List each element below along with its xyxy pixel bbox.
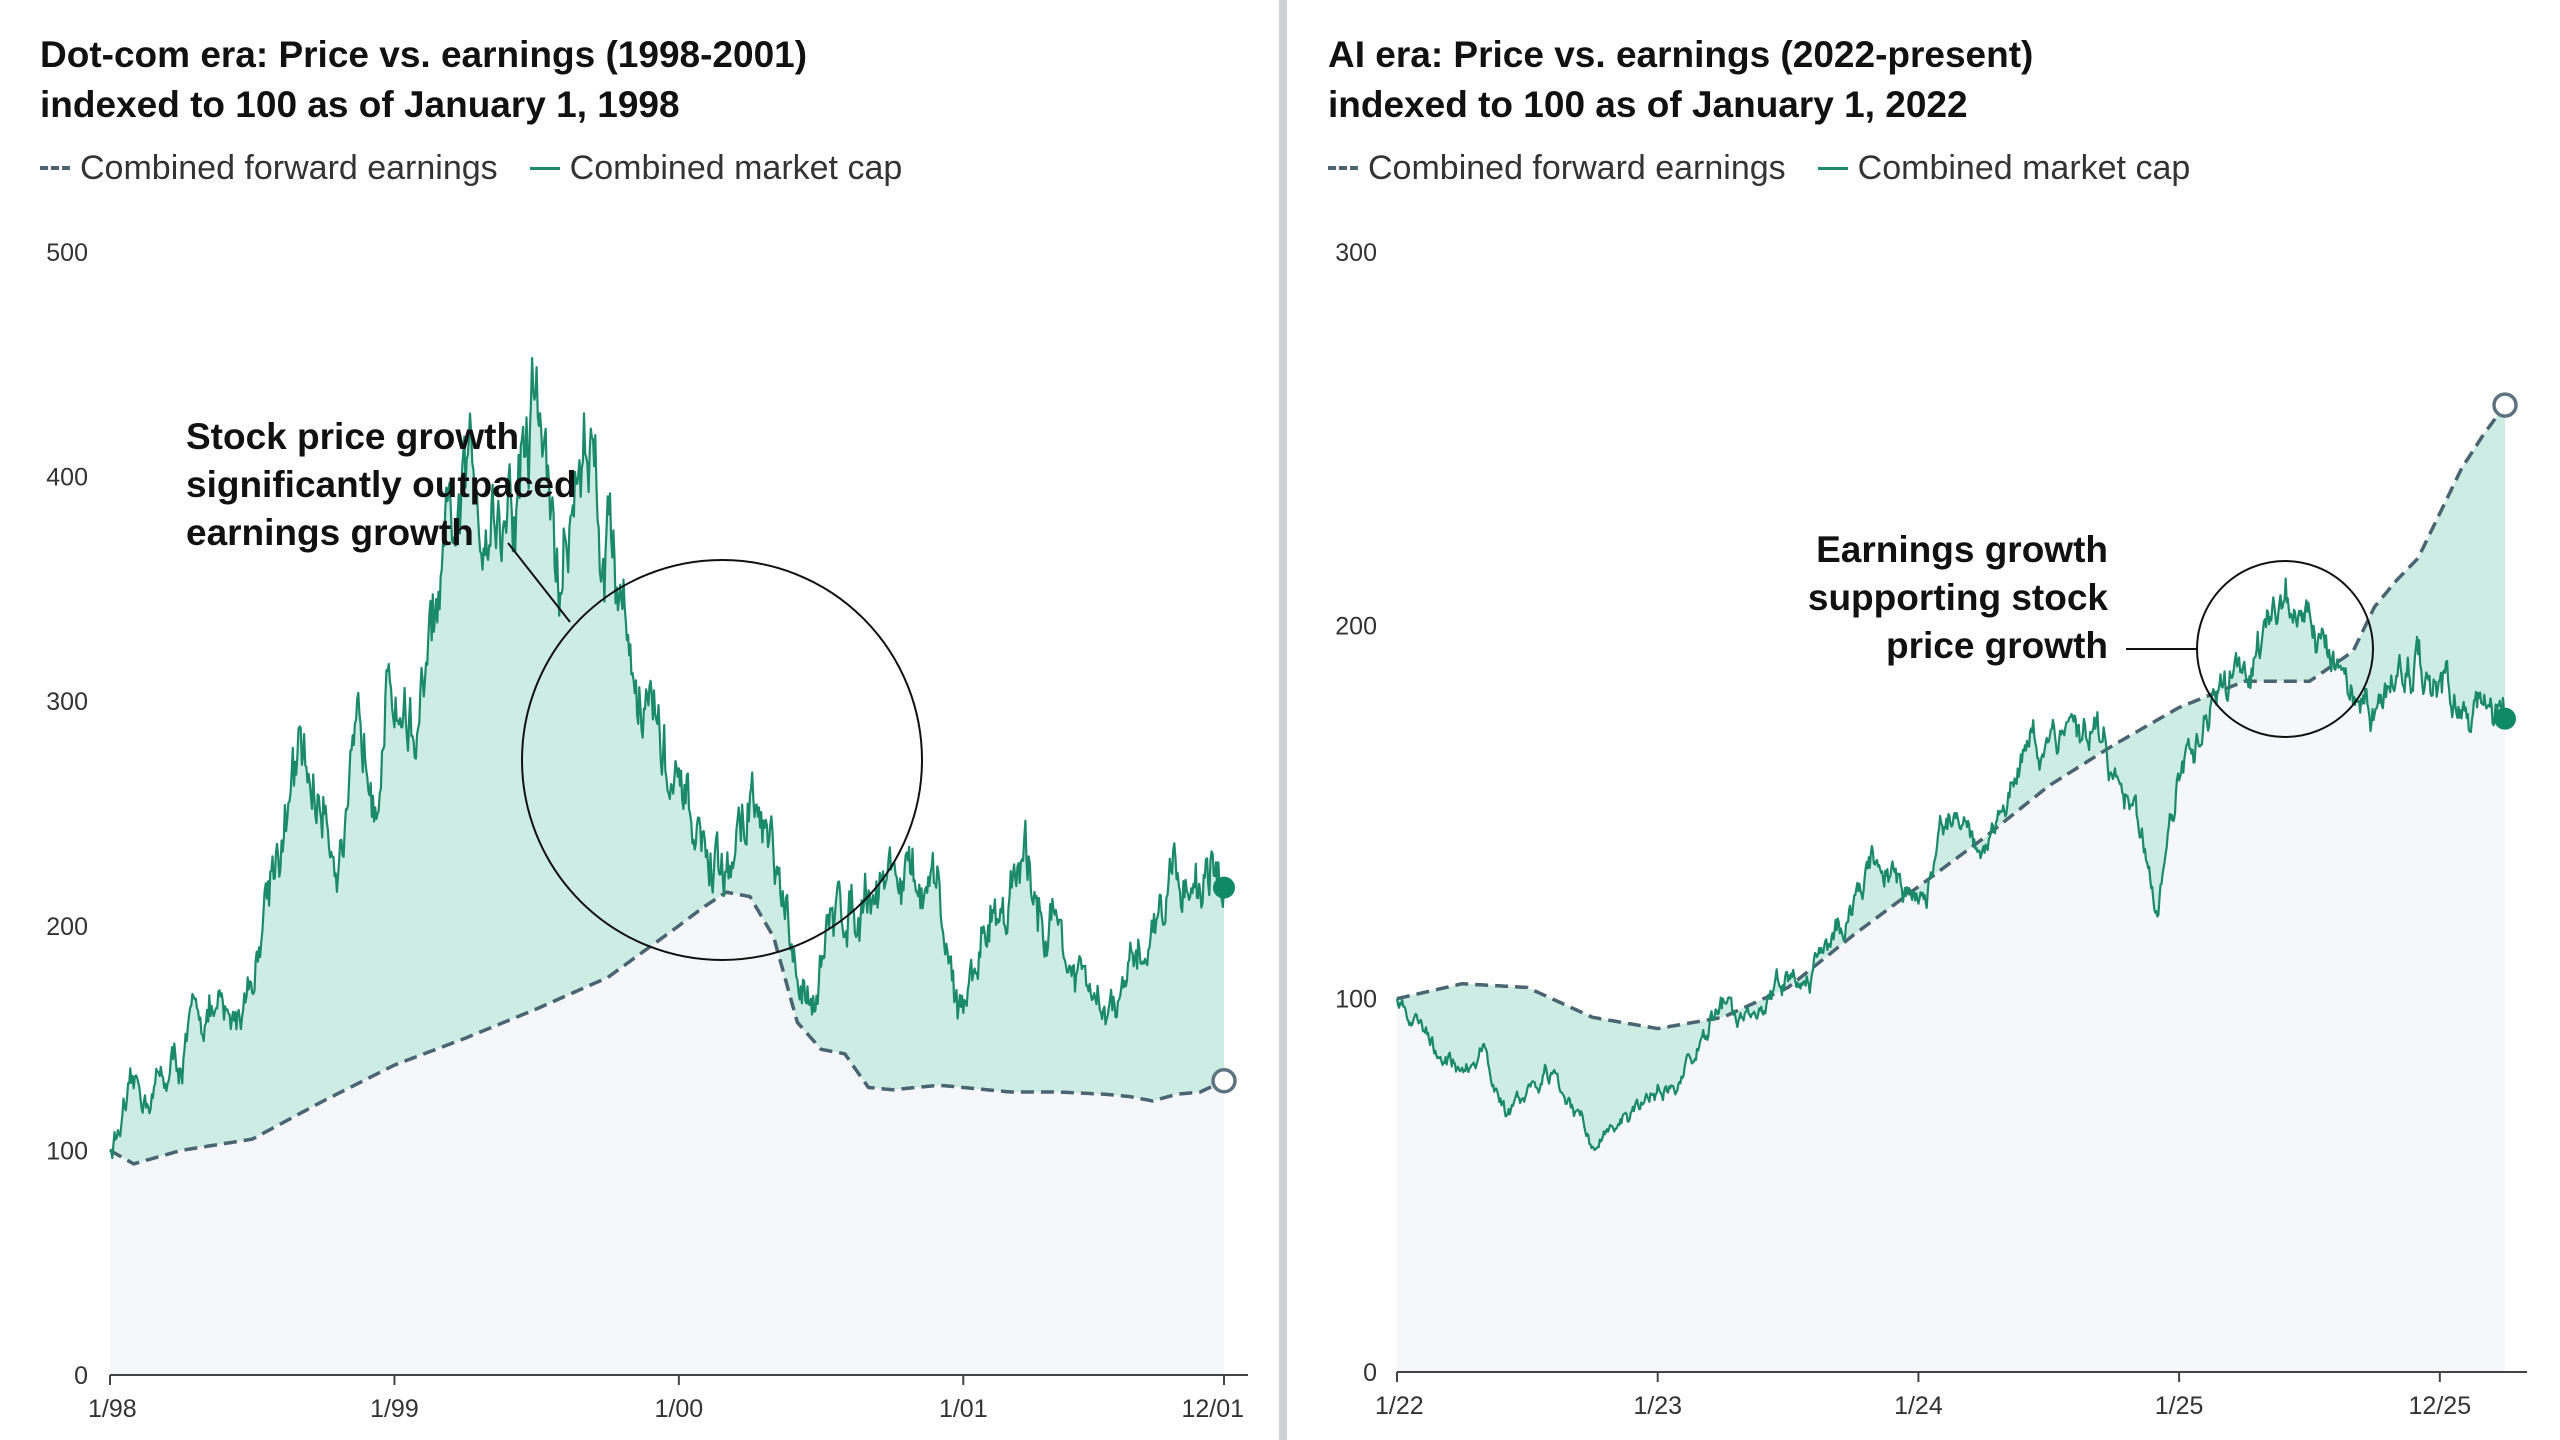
- x-tick-label: 1/23: [1633, 1392, 1682, 1420]
- market-cap-end-marker: [2494, 707, 2516, 730]
- gap-area: [1397, 405, 2505, 1151]
- annotation-circle: [521, 559, 923, 961]
- y-tick-label: 100: [1335, 986, 1377, 1014]
- gap-area: [110, 358, 1224, 1164]
- chart-title-line1: AI era: Price vs. earnings (2022-present…: [1328, 34, 2034, 75]
- earnings-series-line: [1396, 404, 2507, 1031]
- market-cap-end-marker: [1213, 876, 1235, 899]
- dotcom-chart: 0 100 200 300 400 500 1/98 1/99 1/00 1/01 12/01 Sto…: [46, 239, 1248, 1423]
- market-cap-series-line: [1395, 577, 2507, 1152]
- chart-title: AI era: Price vs. earnings (2022-present…: [1328, 30, 2528, 130]
- x-tick-label: 12/01: [1181, 1395, 1244, 1423]
- legend-item-market-cap: Combined market cap: [529, 148, 903, 188]
- annotation-text: significantly outpaced: [186, 464, 577, 505]
- earnings-end-marker: [2492, 392, 2518, 418]
- solid-line-swatch-icon: [529, 166, 560, 170]
- legend-label-earnings: Combined forward earnings: [1368, 148, 1786, 187]
- y-tick-label: 200: [1335, 612, 1377, 640]
- legend-label-earnings: Combined forward earnings: [80, 148, 498, 187]
- legend-label-market-cap: Combined market cap: [569, 148, 903, 187]
- y-tick-label: 100: [46, 1137, 88, 1165]
- y-tick-label: 0: [74, 1362, 88, 1390]
- legend-item-earnings: Combined forward earnings: [1328, 149, 1786, 188]
- solid-line-swatch-icon: [1817, 166, 1848, 170]
- annotation-text: price growth: [1886, 625, 2108, 666]
- x-tick-label: 1/99: [370, 1395, 419, 1423]
- y-tick-label: 300: [46, 688, 88, 716]
- earnings-base-area: [110, 892, 1224, 1375]
- annotation-text: earnings growth: [186, 512, 474, 553]
- dashed-line-swatch-icon: [40, 166, 70, 170]
- ai-panel: AI era: Price vs. earnings (2022-present…: [1287, 0, 2560, 1440]
- earnings-end-marker: [1211, 1068, 1237, 1094]
- x-tick-label: 1/22: [1375, 1392, 1424, 1420]
- panel-divider: [1279, 0, 1287, 1440]
- legend-item-market-cap: Combined market cap: [1817, 148, 2191, 188]
- chart-legend: Combined forward earnings Combined marke…: [1328, 146, 2222, 190]
- legend-item-earnings: Combined forward earnings: [40, 149, 498, 188]
- ai-chart: 0 100 200 300 1/22 1/23 1/24 1/25 12/25 Earnings …: [1335, 239, 2527, 1420]
- legend-label-market-cap: Combined market cap: [1857, 148, 2191, 187]
- x-tick-label: 1/01: [939, 1395, 988, 1423]
- x-tick-label: 1/25: [2155, 1392, 2204, 1420]
- x-tick-label: 12/25: [2409, 1392, 2472, 1420]
- chart-legend: Combined forward earnings Combined marke…: [40, 146, 934, 190]
- chart-title: Dot-com era: Price vs. earnings (1998-20…: [40, 30, 1240, 130]
- annotation-text: supporting stock: [1808, 577, 2109, 618]
- y-tick-label: 300: [1335, 239, 1377, 267]
- annotation-text: Earnings growth: [1816, 529, 2108, 570]
- chart-subtitle: indexed to 100 as of January 1, 1998: [40, 84, 680, 125]
- y-tick-label: 400: [46, 464, 88, 492]
- x-tick-label: 1/00: [655, 1395, 704, 1423]
- x-tick-label: 1/24: [1894, 1392, 1943, 1420]
- y-tick-label: 0: [1363, 1359, 1377, 1387]
- y-tick-label: 500: [46, 239, 88, 267]
- earnings-base-area: [1397, 405, 2505, 1373]
- y-tick-label: 200: [46, 913, 88, 941]
- market-cap-series-line: [109, 357, 1226, 1160]
- chart-subtitle: indexed to 100 as of January 1, 2022: [1328, 84, 1968, 125]
- dashed-line-swatch-icon: [1328, 166, 1358, 170]
- annotation-text: Stock price growth: [186, 416, 519, 457]
- dotcom-panel: Dot-com era: Price vs. earnings (1998-20…: [0, 0, 1278, 1440]
- annotation-leader-line: [507, 542, 571, 623]
- x-tick-label: 1/98: [88, 1395, 137, 1423]
- chart-title-line1: Dot-com era: Price vs. earnings (1998-20…: [40, 34, 808, 75]
